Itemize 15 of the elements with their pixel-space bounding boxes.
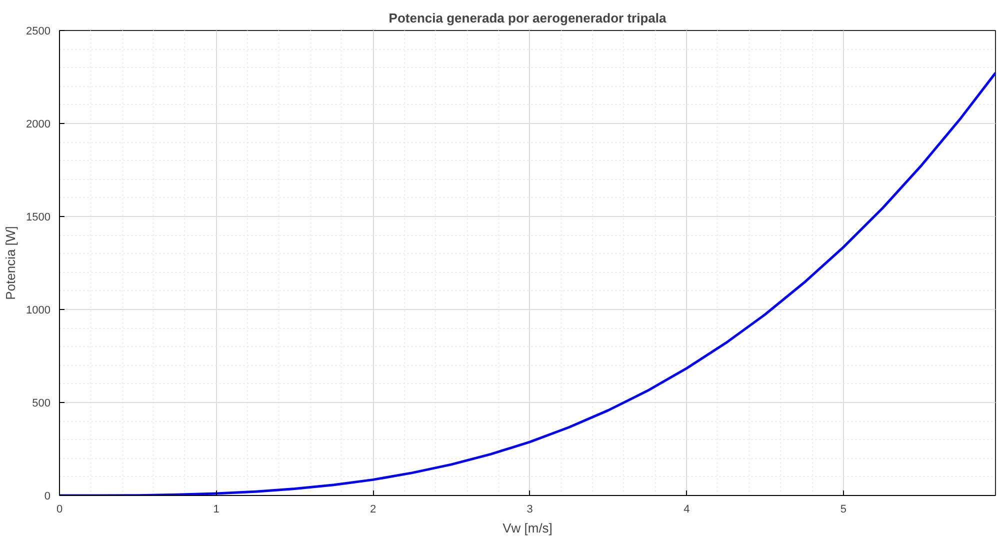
x-tick-label: 4	[684, 504, 690, 516]
y-tick-label: 1000	[26, 304, 51, 316]
y-tick-label: 500	[32, 398, 51, 410]
y-tick-label: 2000	[26, 118, 51, 130]
chart-title: Potencia generada por aerogenerador tripala	[388, 10, 667, 26]
y-axis-title: Potencia [W]	[3, 226, 18, 300]
x-tick-label: 5	[840, 504, 846, 516]
y-tick-label: 0	[44, 490, 51, 502]
x-tick-label: 3	[526, 504, 533, 516]
y-tick-label: 1500	[26, 212, 51, 224]
y-tick-label: 2500	[26, 26, 51, 38]
x-tick-label: 0	[56, 504, 63, 516]
x-tick-label: 2	[370, 504, 376, 516]
x-axis-title: Vw [m/s]	[502, 520, 552, 536]
x-tick-label: 1	[213, 504, 220, 516]
